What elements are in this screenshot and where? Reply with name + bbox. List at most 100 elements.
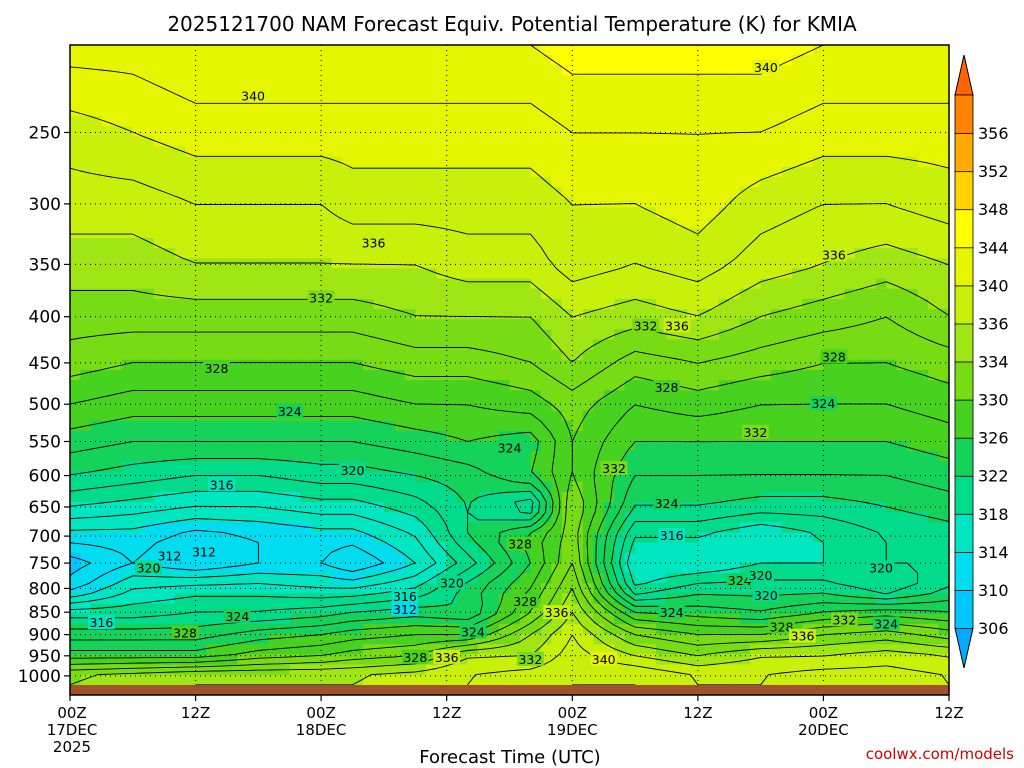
contour-fill-cell	[226, 45, 239, 56]
contour-fill-cell	[404, 268, 416, 280]
contour-fill-cell	[499, 339, 511, 351]
contour-fill-cell	[342, 481, 354, 493]
contour-fill-cell	[645, 177, 657, 188]
contour-fill-cell	[907, 258, 919, 270]
contour-fill-cell	[499, 410, 511, 422]
contour-fill-cell	[833, 390, 845, 402]
contour-fill-cell	[509, 288, 521, 300]
contour-fill-cell	[279, 644, 291, 655]
contour-fill-cell	[90, 258, 102, 270]
contour-fill-cell	[593, 603, 605, 615]
contour-fill-cell	[718, 623, 730, 635]
contour-fill-cell	[656, 288, 668, 300]
contour-fill-cell	[771, 146, 783, 158]
contour-fill-cell	[603, 217, 615, 229]
contour-fill-cell	[122, 400, 134, 412]
contour-fill-cell	[739, 288, 751, 300]
contour-fill-cell	[593, 227, 605, 239]
contour-fill-cell	[394, 187, 406, 198]
contour-fill-cell	[928, 491, 940, 503]
contour-fill-cell	[258, 45, 270, 56]
contour-fill-cell	[268, 481, 280, 493]
contour-fill-cell	[614, 512, 626, 523]
contour-fill-cell	[436, 126, 448, 138]
contour-fill-cell	[614, 55, 626, 66]
contour-fill-cell	[572, 552, 584, 564]
contour-fill-cell	[467, 166, 479, 178]
contour-fill-cell	[90, 329, 102, 341]
contour-fill-cell	[519, 248, 532, 259]
contour-fill-cell	[729, 634, 741, 645]
contour-fill-cell	[708, 55, 720, 66]
contour-fill-cell	[310, 166, 322, 178]
contour-fill-cell	[321, 451, 333, 463]
contour-fill-cell	[907, 177, 919, 188]
contour-fill-cell	[687, 55, 699, 66]
contour-fill-cell	[404, 400, 416, 412]
contour-fill-cell	[143, 329, 155, 341]
contour-fill-cell	[216, 512, 228, 523]
contour-fill-cell	[383, 471, 395, 483]
contour-fill-cell	[907, 248, 919, 259]
contour-fill-cell	[708, 45, 720, 56]
contour-fill-cell	[729, 441, 741, 452]
contour-fill-cell	[886, 207, 898, 219]
contour-fill-cell	[467, 380, 479, 391]
contour-fill-cell	[436, 613, 448, 625]
contour-fill-cell	[478, 146, 490, 158]
contour-fill-cell	[582, 136, 594, 148]
contour-fill-cell	[760, 288, 772, 300]
contour-fill-cell	[206, 522, 218, 534]
contour-fill-cell	[289, 380, 301, 391]
contour-fill-cell	[582, 583, 594, 595]
contour-fill-cell	[624, 258, 636, 270]
contour-fill-cell	[540, 85, 552, 97]
contour-fill-cell	[760, 197, 772, 209]
contour-fill-cell	[666, 126, 678, 138]
contour-fill-cell	[938, 248, 949, 259]
contour-fill-cell	[760, 552, 772, 564]
contour-fill-cell	[300, 512, 312, 523]
contour-fill-cell	[865, 613, 877, 625]
contour-fill-cell	[687, 390, 699, 402]
contour-fill-cell	[896, 349, 908, 361]
contour-fill-cell	[415, 359, 427, 371]
contour-fill-cell	[739, 461, 751, 473]
contour-fill-cell	[635, 278, 647, 290]
contour-fill-cell	[90, 512, 102, 523]
contour-fill-cell	[226, 522, 239, 534]
contour-fill-cell	[676, 55, 688, 66]
contour-fill-cell	[289, 359, 301, 371]
contour-fill-cell	[174, 400, 186, 412]
contour-fill-cell	[289, 95, 301, 107]
contour-fill-cell	[122, 593, 134, 605]
contour-fill-cell	[593, 126, 605, 138]
contour-fill-cell	[331, 634, 343, 645]
contour-fill-cell	[697, 258, 709, 270]
contour-fill-cell	[792, 116, 804, 127]
contour-fill-cell	[509, 471, 521, 483]
contour-fill-cell	[875, 410, 887, 422]
contour-fill-cell	[70, 644, 82, 655]
contour-fill-cell	[478, 339, 490, 351]
contour-fill-cell	[938, 390, 949, 402]
contour-fill-cell	[132, 65, 144, 77]
contour-fill-cell	[185, 512, 197, 523]
contour-fill-cell	[404, 380, 416, 391]
contour-fill-cell	[258, 105, 270, 117]
contour-fill-cell	[436, 329, 448, 341]
contour-fill-cell	[519, 370, 532, 381]
contour-fill-cell	[771, 441, 783, 452]
contour-fill-cell	[394, 512, 406, 523]
contour-fill-cell	[833, 85, 845, 97]
contour-fill-cell	[875, 400, 887, 412]
contour-fill-cell	[530, 75, 542, 87]
contour-fill-cell	[802, 237, 814, 249]
contour-fill-cell	[300, 177, 312, 188]
contour-fill-cell	[352, 146, 364, 158]
contour-fill-cell	[247, 593, 259, 605]
contour-fill-cell	[666, 177, 678, 188]
contour-fill-cell	[739, 400, 751, 412]
contour-fill-cell	[509, 187, 521, 198]
contour-fill-cell	[844, 370, 856, 381]
